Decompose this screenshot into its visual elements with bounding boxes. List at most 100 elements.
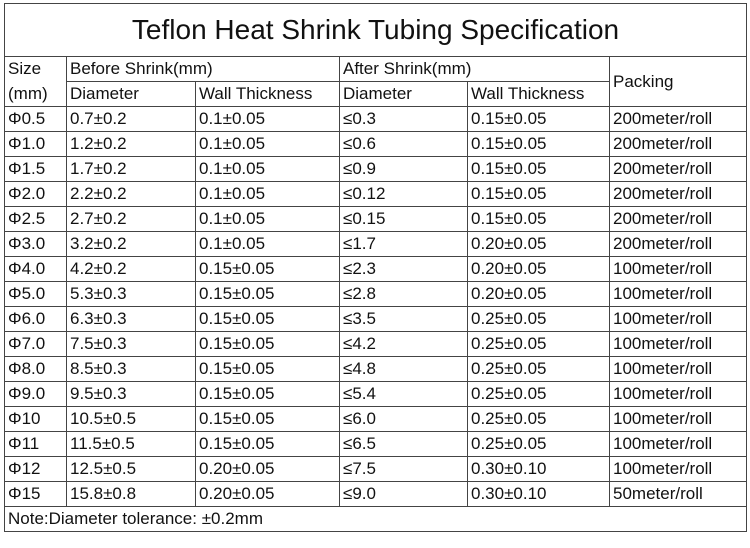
header-cell: (mm) — [4, 81, 67, 107]
data-cell: 2.7±0.2 — [66, 206, 196, 232]
data-cell: 0.1±0.05 — [195, 156, 340, 182]
data-cell: 0.20±0.05 — [467, 256, 610, 282]
data-cell: 100meter/roll — [608, 306, 748, 332]
data-cell: ≤0.3 — [339, 106, 468, 132]
data-cell: 100meter/roll — [608, 331, 748, 357]
data-cell: 0.25±0.05 — [467, 331, 610, 357]
data-row: Φ1.0 1.2±0.2 0.1±0.05 ≤0.6 0.15±0.05 200meter… — [4, 131, 748, 157]
data-cell: 100meter/roll — [608, 406, 748, 432]
data-cell: 200meter/roll — [608, 156, 748, 182]
data-cell: Φ9.0 — [4, 381, 67, 407]
data-cell: 0.15±0.05 — [195, 281, 340, 307]
data-cell: 8.5±0.3 — [66, 356, 196, 382]
data-cell: Φ2.5 — [4, 206, 67, 232]
data-cell: 0.15±0.05 — [195, 256, 340, 282]
data-cell: ≤6.5 — [339, 431, 468, 457]
data-cell: 200meter/roll — [608, 231, 748, 257]
table-body: Teflon Heat Shrink Tubing Specification … — [3, 3, 748, 532]
data-cell: Φ10 — [4, 406, 67, 432]
data-cell: 0.30±0.10 — [467, 481, 610, 507]
spec-table: Teflon Heat Shrink Tubing Specification … — [3, 3, 748, 532]
data-cell: 0.25±0.05 — [467, 381, 610, 407]
data-cell: Φ1.5 — [4, 156, 67, 182]
data-cell: 0.15±0.05 — [195, 331, 340, 357]
data-cell: 2.2±0.2 — [66, 181, 196, 207]
data-cell: 10.5±0.5 — [66, 406, 196, 432]
header-cell: Wall Thickness — [467, 81, 610, 107]
data-cell: ≤7.5 — [339, 456, 468, 482]
data-cell: 6.3±0.3 — [66, 306, 196, 332]
note: Note:Diameter tolerance: ±0.2mm — [3, 506, 748, 532]
data-cell: Φ2.0 — [4, 181, 67, 207]
data-cell: 0.15±0.05 — [195, 306, 340, 332]
data-cell: 0.1±0.05 — [195, 231, 340, 257]
data-row: Φ2.0 2.2±0.2 0.1±0.05 ≤0.12 0.15±0.05 200mete… — [4, 181, 748, 207]
data-row: Φ15 15.8±0.8 0.20±0.05 ≤9.0 0.30±0.10 50meter… — [4, 481, 748, 507]
title-row: Teflon Heat Shrink Tubing Specification — [3, 3, 748, 57]
data-cell: 0.15±0.05 — [467, 106, 610, 132]
data-cell: 0.1±0.05 — [195, 181, 340, 207]
data-cell: 11.5±0.5 — [66, 431, 196, 457]
data-cell: 100meter/roll — [608, 281, 748, 307]
table-title: Teflon Heat Shrink Tubing Specification — [3, 3, 748, 57]
data-cell: ≤4.8 — [339, 356, 468, 382]
data-cell: ≤9.0 — [339, 481, 468, 507]
data-cell: 0.15±0.05 — [467, 181, 610, 207]
data-row: Φ7.0 7.5±0.3 0.15±0.05 ≤4.2 0.25±0.05 100mete… — [4, 331, 748, 357]
data-cell: 0.15±0.05 — [467, 131, 610, 157]
header-cell: Diameter — [66, 81, 196, 107]
note-row: Note:Diameter tolerance: ±0.2mm — [3, 506, 748, 532]
data-row: Φ5.0 5.3±0.3 0.15±0.05 ≤2.8 0.20±0.05 100mete… — [4, 281, 748, 307]
header-cell: Diameter — [339, 81, 468, 107]
data-cell: 0.20±0.05 — [195, 481, 340, 507]
header-group: After Shrink(mm) — [339, 56, 610, 82]
data-cell: 100meter/roll — [608, 431, 748, 457]
data-cell: 0.1±0.05 — [195, 206, 340, 232]
data-cell: 0.25±0.05 — [467, 406, 610, 432]
data-row: Φ1.5 1.7±0.2 0.1±0.05 ≤0.9 0.15±0.05 200meter… — [4, 156, 748, 182]
data-cell: Φ0.5 — [4, 106, 67, 132]
data-cell: ≤0.6 — [339, 131, 468, 157]
data-cell: 0.7±0.2 — [66, 106, 196, 132]
data-cell: Φ5.0 — [4, 281, 67, 307]
data-cell: 9.5±0.3 — [66, 381, 196, 407]
data-row: Φ2.5 2.7±0.2 0.1±0.05 ≤0.15 0.15±0.05 200mete… — [4, 206, 748, 232]
data-cell: 200meter/roll — [608, 131, 748, 157]
data-cell: ≤0.12 — [339, 181, 468, 207]
data-row: Φ11 11.5±0.5 0.15±0.05 ≤6.5 0.25±0.05 100mete… — [4, 431, 748, 457]
data-cell: 50meter/roll — [608, 481, 748, 507]
data-cell: Φ15 — [4, 481, 67, 507]
data-cell: ≤2.8 — [339, 281, 468, 307]
data-cell: 0.15±0.05 — [195, 431, 340, 457]
data-cell: 0.15±0.05 — [195, 356, 340, 382]
data-cell: 1.2±0.2 — [66, 131, 196, 157]
data-cell: ≤0.15 — [339, 206, 468, 232]
data-cell: 100meter/roll — [608, 356, 748, 382]
data-cell: 5.3±0.3 — [66, 281, 196, 307]
header-group: Before Shrink(mm) — [66, 56, 340, 82]
data-cell: 0.15±0.05 — [467, 156, 610, 182]
header-row: Size Before Shrink(mm) After Shrink(mm) … — [4, 56, 748, 107]
data-cell: Φ3.0 — [4, 231, 67, 257]
data-cell: 200meter/roll — [608, 181, 748, 207]
header-cell: Wall Thickness — [195, 81, 340, 107]
data-cell: ≤2.3 — [339, 256, 468, 282]
data-cell: ≤3.5 — [339, 306, 468, 332]
data-cell: 0.20±0.05 — [195, 456, 340, 482]
data-cell: 0.25±0.05 — [467, 431, 610, 457]
data-cell: ≤6.0 — [339, 406, 468, 432]
data-row: Φ10 10.5±0.5 0.15±0.05 ≤6.0 0.25±0.05 100mete… — [4, 406, 748, 432]
data-row: Φ0.5 0.7±0.2 0.1±0.05 ≤0.3 0.15±0.05 200meter… — [4, 106, 748, 132]
data-cell: 0.15±0.05 — [195, 381, 340, 407]
data-cell: ≤4.2 — [339, 331, 468, 357]
data-row: Φ8.0 8.5±0.3 0.15±0.05 ≤4.8 0.25±0.05 100mete… — [4, 356, 748, 382]
data-cell: 200meter/roll — [608, 106, 748, 132]
data-cell: Φ1.0 — [4, 131, 67, 157]
data-cell: 0.25±0.05 — [467, 306, 610, 332]
data-row: Φ4.0 4.2±0.2 0.15±0.05 ≤2.3 0.20±0.05 100mete… — [4, 256, 748, 282]
data-cell: 4.2±0.2 — [66, 256, 196, 282]
data-cell: 0.30±0.10 — [467, 456, 610, 482]
data-row: Φ6.0 6.3±0.3 0.15±0.05 ≤3.5 0.25±0.05 100mete… — [4, 306, 748, 332]
data-row: Φ3.0 3.2±0.2 0.1±0.05 ≤1.7 0.20±0.05 200meter… — [4, 231, 748, 257]
